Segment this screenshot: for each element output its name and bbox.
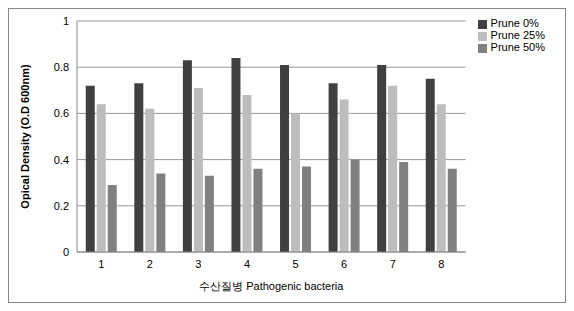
svg-text:0.4: 0.4 — [54, 154, 69, 166]
svg-text:7: 7 — [390, 258, 396, 270]
svg-text:2: 2 — [147, 258, 153, 270]
svg-text:5: 5 — [293, 258, 299, 270]
svg-text:0.6: 0.6 — [54, 107, 69, 119]
html-text:Prune 25%: Prune 25% — [490, 29, 545, 41]
svg-text:1: 1 — [63, 15, 69, 27]
svg-text:3: 3 — [195, 258, 201, 270]
svg-text:6: 6 — [341, 258, 347, 270]
svg-text:Opical Density (O.D 600nm): Opical Density (O.D 600nm) — [19, 64, 31, 209]
html-text:Prune 50%: Prune 50% — [490, 41, 545, 53]
svg-text:0.2: 0.2 — [54, 200, 69, 212]
html-text:Prune 0%: Prune 0% — [490, 17, 539, 29]
svg-text:4: 4 — [244, 258, 250, 270]
svg-text:수산질병 Pathogenic bacteria: 수산질병 Pathogenic bacteria — [199, 280, 344, 292]
svg-text:8: 8 — [438, 258, 444, 270]
svg-text:1: 1 — [98, 258, 104, 270]
svg-text:0.8: 0.8 — [54, 61, 69, 73]
svg-text:0: 0 — [63, 246, 69, 258]
